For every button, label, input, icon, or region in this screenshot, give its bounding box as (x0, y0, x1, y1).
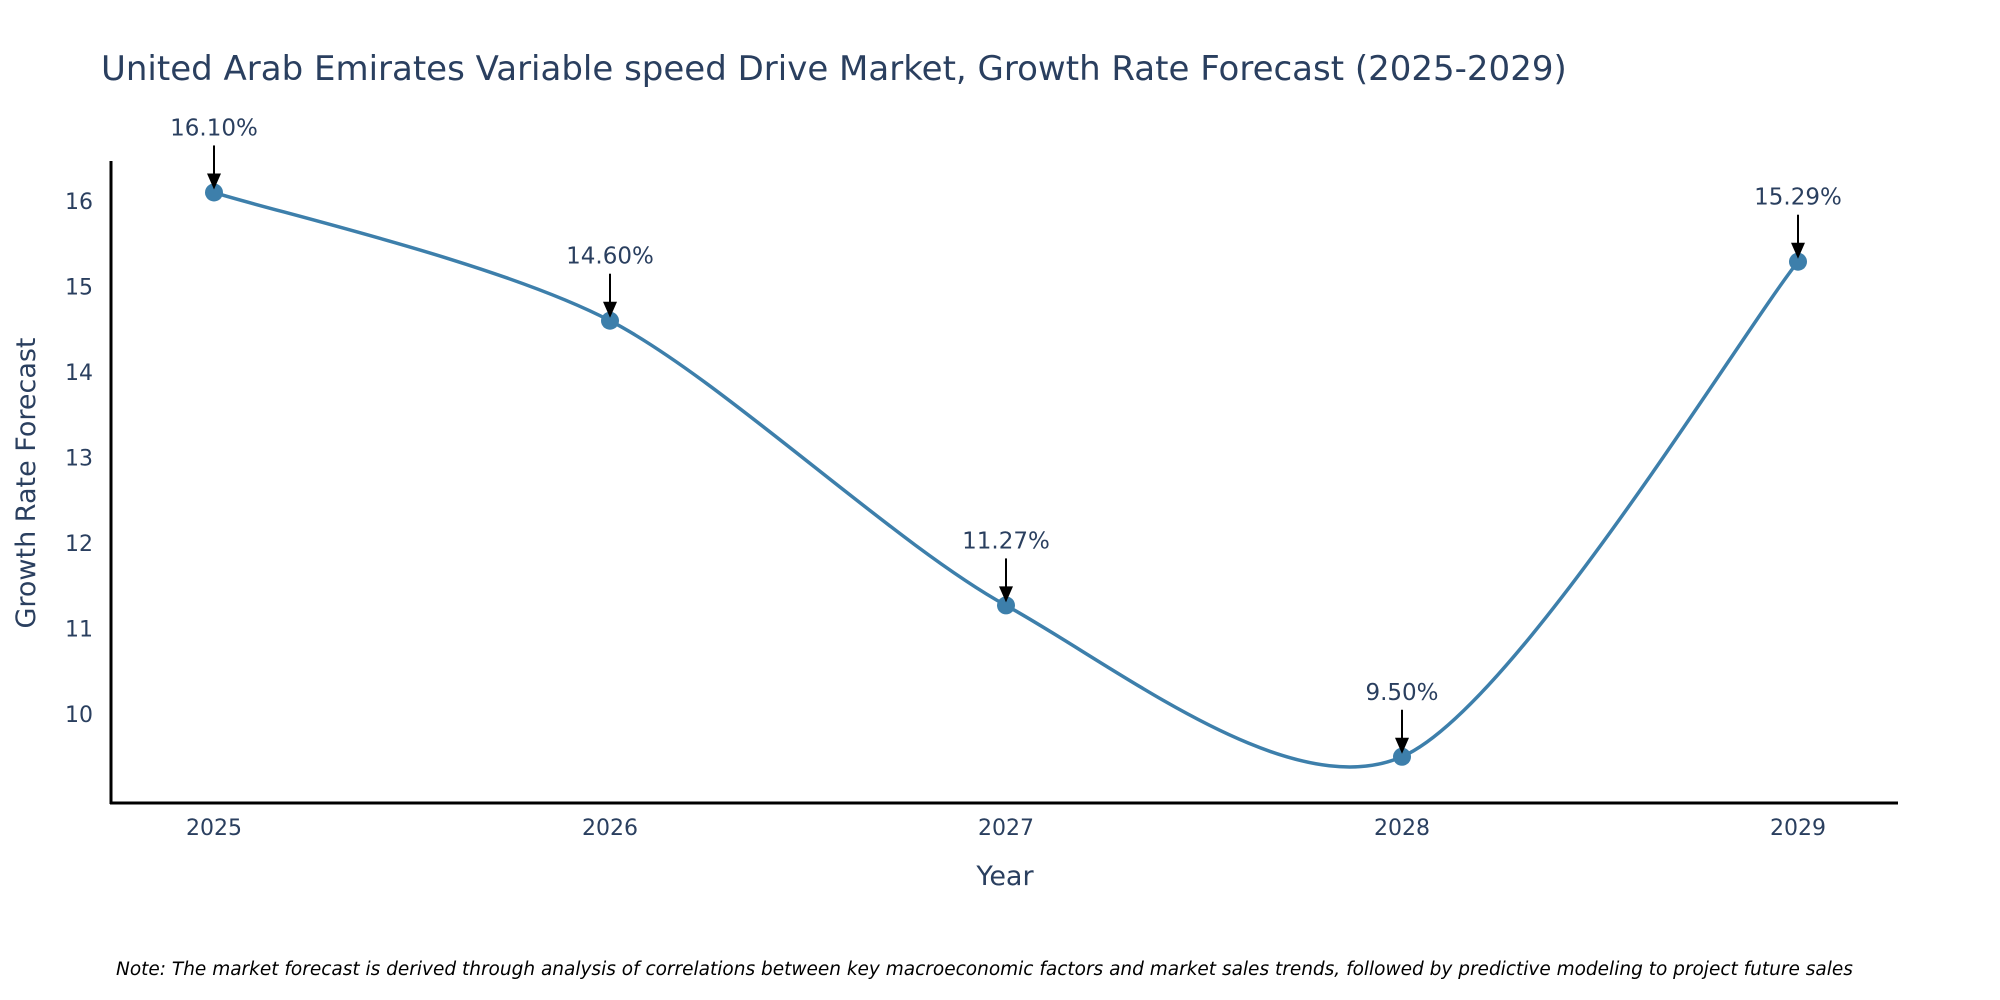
forecast-note: Note: The market forecast is derived thr… (116, 959, 1853, 980)
data-label: 15.29% (1754, 185, 1842, 211)
data-point (601, 311, 619, 330)
x-tick-label: 2027 (978, 816, 1034, 841)
y-tick-label: 10 (65, 703, 93, 728)
data-markers (205, 183, 1807, 766)
chart-title: United Arab Emirates Variable speed Driv… (101, 49, 1567, 89)
data-label: 14.60% (566, 244, 654, 270)
x-axis-title: Year (975, 861, 1034, 892)
data-point (205, 183, 223, 202)
y-tick-label: 11 (65, 618, 93, 643)
data-point (997, 596, 1015, 615)
y-axis-title: Growth Rate Forecast (11, 337, 42, 628)
x-tick-label: 2028 (1374, 816, 1430, 841)
y-axis-ticks: 10 11 12 13 14 15 16 (65, 190, 93, 728)
y-tick-label: 14 (65, 361, 93, 386)
x-tick-label: 2029 (1770, 816, 1826, 841)
x-tick-label: 2025 (186, 816, 242, 841)
y-tick-label: 13 (65, 447, 93, 472)
annotation-arrow-head (999, 586, 1013, 603)
data-label: 16.10% (170, 115, 258, 141)
data-label: 11.27% (962, 528, 1050, 554)
data-label: 9.50% (1365, 680, 1438, 706)
y-tick-label: 12 (65, 532, 93, 557)
data-point (1393, 747, 1411, 766)
x-axis-ticks: 2025 2026 2027 2028 2029 (186, 816, 1826, 841)
data-annotations: 16.10% 14.60% 11.27% 9.50% 15.29% (170, 115, 1842, 754)
data-point (1789, 252, 1807, 271)
annotation-arrow-head (207, 173, 221, 190)
x-tick-label: 2026 (582, 816, 638, 841)
annotation-arrow-head (1395, 737, 1409, 754)
y-tick-label: 15 (65, 276, 93, 301)
series-line (213, 190, 1800, 769)
annotation-arrow-head (603, 301, 617, 318)
y-tick-label: 16 (65, 190, 93, 215)
annotation-arrow-head (1791, 242, 1805, 259)
